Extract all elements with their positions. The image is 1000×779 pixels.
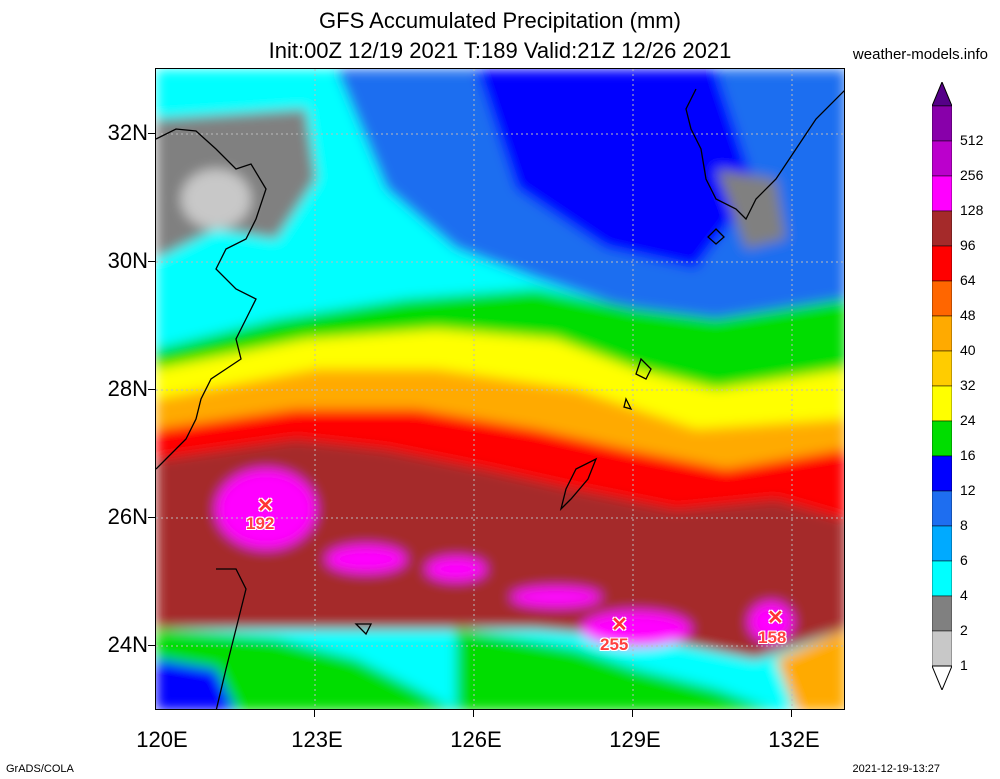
lon-label-123e: 123E xyxy=(291,727,343,752)
source-site: weather-models.info xyxy=(852,46,988,63)
lat-tick xyxy=(148,389,155,390)
colorbar-swatch-96 xyxy=(932,210,952,247)
lon-label-129e: 129E xyxy=(609,727,661,752)
colorbar-label-1: 1 xyxy=(960,657,968,673)
colorbar-label-40: 40 xyxy=(960,342,976,358)
lon-label-126e: 126E xyxy=(450,727,502,752)
colorbar-label-2: 2 xyxy=(960,622,968,638)
lon-tick xyxy=(473,710,474,717)
colorbar-swatch-128 xyxy=(932,175,952,212)
max-marker-1: ✕ xyxy=(257,495,274,517)
footer-timestamp: 2021-12-19-13:27 xyxy=(852,763,940,775)
colorbar-label-8: 8 xyxy=(960,517,968,533)
colorbar-label-64: 64 xyxy=(960,272,976,288)
max-marker-3: ✕ xyxy=(767,607,784,629)
colorbar-label-128: 128 xyxy=(960,202,984,218)
lon-tick xyxy=(314,710,315,717)
lat-tick xyxy=(148,517,155,518)
precip-colorbar xyxy=(932,82,952,690)
colorbar-label-16: 16 xyxy=(960,447,976,463)
colorbar-label-256: 256 xyxy=(960,167,984,183)
colorbar-swatch-16 xyxy=(932,420,952,457)
lat-label-30n: 30N xyxy=(107,248,148,273)
colorbar-swatch-4 xyxy=(932,560,952,597)
lat-label-28n: 28N xyxy=(107,376,148,401)
colorbar-swatch-32 xyxy=(932,350,952,387)
map-title: GFS Accumulated Precipitation (mm) xyxy=(319,8,681,33)
colorbar-label-48: 48 xyxy=(960,307,976,323)
colorbar-swatch-48 xyxy=(932,280,952,317)
colorbar-label-32: 32 xyxy=(960,377,976,393)
lon-tick xyxy=(632,710,633,717)
map-subtitle: Init:00Z 12/19 2021 T:189 Valid:21Z 12/2… xyxy=(268,38,732,63)
colorbar-swatch-24 xyxy=(932,385,952,422)
lat-tick xyxy=(148,261,155,262)
colorbar-swatch-512 xyxy=(932,105,952,142)
lat-tick xyxy=(148,645,155,646)
precipitation-field xyxy=(156,69,844,709)
colorbar-label-24: 24 xyxy=(960,412,976,428)
colorbar-label-12: 12 xyxy=(960,482,976,498)
colorbar-top-arrow xyxy=(932,82,952,107)
colorbar-swatch-12 xyxy=(932,455,952,492)
max-value-2: 255 xyxy=(600,635,629,654)
max-marker-2: ✕ xyxy=(611,614,628,636)
colorbar-swatch-64 xyxy=(932,245,952,282)
colorbar-label-4: 4 xyxy=(960,587,968,603)
colorbar-label-512: 512 xyxy=(960,132,984,148)
lon-label-120e: 120E xyxy=(136,727,188,752)
lon-tick xyxy=(791,710,792,717)
colorbar-swatch-2 xyxy=(932,595,952,632)
colorbar-swatch-8 xyxy=(932,490,952,527)
lat-tick xyxy=(148,133,155,134)
colorbar-label-6: 6 xyxy=(960,552,968,568)
max-value-1: 192 xyxy=(246,514,275,533)
precipitation-map xyxy=(155,68,845,710)
lat-label-32n: 32N xyxy=(107,120,148,145)
colorbar-label-96: 96 xyxy=(960,237,976,253)
colorbar-swatch-256 xyxy=(932,140,952,177)
colorbar-swatch-6 xyxy=(932,525,952,562)
colorbar-swatch-40 xyxy=(932,315,952,352)
lat-label-26n: 26N xyxy=(107,504,148,529)
lat-label-24n: 24N xyxy=(107,632,148,657)
lon-label-132e: 132E xyxy=(768,727,820,752)
colorbar-swatch-1 xyxy=(932,630,952,667)
colorbar-bottom-arrow xyxy=(932,665,952,690)
footer-credit: GrADS/COLA xyxy=(6,763,74,775)
max-value-3: 158 xyxy=(758,628,787,647)
